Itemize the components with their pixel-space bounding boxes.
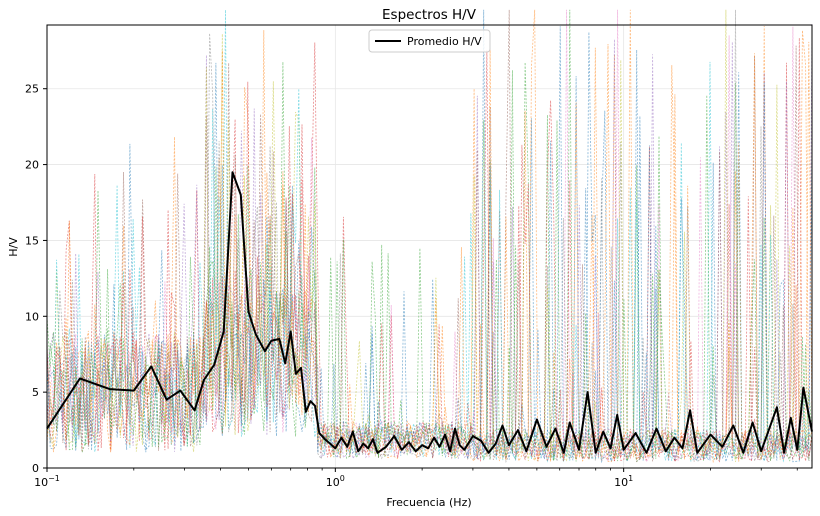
average-line-layer [46,171,813,454]
background-spectra [46,9,813,464]
x-axis-label: Frecuencia (Hz) [386,496,471,509]
y-tick-label: 0 [32,462,39,475]
y-axis: 0 5 10 15 20 25 [25,83,47,475]
y-tick-label: 5 [32,386,39,399]
x-axis: 10−1 100 101 [34,468,798,489]
legend-label: Promedio H/V [407,35,482,48]
individual-spectrum-line [46,25,813,462]
individual-spectrum-line [46,32,813,464]
y-tick-label: 20 [25,159,39,172]
individual-spectrum-line [46,9,813,463]
individual-spectrum-line [46,61,813,463]
x-tick-label: 10−1 [34,474,60,489]
y-tick-label: 10 [25,310,39,323]
individual-spectrum-line [46,9,813,463]
y-tick-label: 25 [25,83,39,96]
x-tick-label: 101 [614,474,633,489]
x-tick-label: 100 [326,474,345,489]
individual-spectrum-line [46,37,813,463]
individual-spectrum-line [46,49,813,462]
average-hv-line [46,171,813,454]
plot-frame [46,24,813,469]
legend: Promedio H/V [368,29,491,53]
y-axis-label: H/V [7,237,20,257]
legend-box [368,29,491,53]
chart-title: Espectros H/V [382,7,477,23]
y-tick-label: 15 [25,234,39,247]
